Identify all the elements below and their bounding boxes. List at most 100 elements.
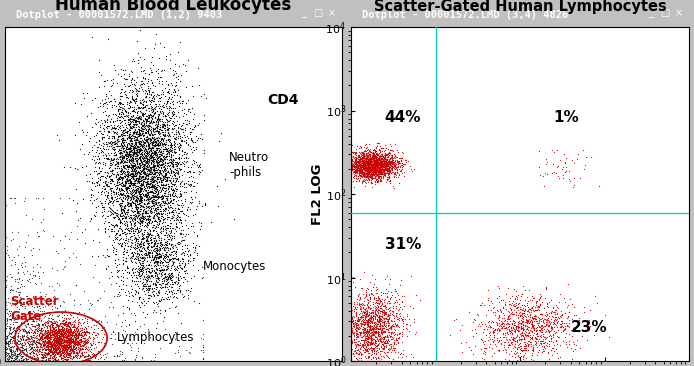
Point <box>147 257 158 262</box>
Point <box>115 86 126 92</box>
Point <box>153 145 164 151</box>
Point <box>384 325 396 331</box>
Point <box>149 111 160 117</box>
Point <box>126 151 137 157</box>
Point <box>82 358 93 363</box>
Point <box>361 168 372 173</box>
Point <box>547 345 558 351</box>
Point <box>177 250 188 256</box>
Point <box>153 96 164 101</box>
Point <box>357 163 368 168</box>
Point <box>68 354 79 360</box>
Point <box>142 139 153 145</box>
Point <box>135 132 146 138</box>
Point <box>72 350 83 356</box>
Point <box>354 159 365 165</box>
Point <box>41 333 52 339</box>
Point <box>550 310 561 315</box>
Point <box>346 336 357 342</box>
Point <box>142 92 153 97</box>
Point <box>153 145 164 151</box>
Point <box>151 187 162 193</box>
Point <box>155 106 167 112</box>
Point <box>31 281 42 287</box>
Point <box>23 320 34 326</box>
Point <box>82 358 93 363</box>
Point <box>154 129 165 135</box>
Point <box>33 340 44 346</box>
Point <box>350 157 362 163</box>
Point <box>9 259 20 265</box>
Point <box>363 157 374 163</box>
Point <box>15 336 26 342</box>
Point <box>352 161 363 167</box>
Point <box>515 321 526 327</box>
Point <box>352 325 363 331</box>
Point <box>7 329 18 335</box>
Point <box>174 141 185 146</box>
Point <box>54 283 65 288</box>
Point <box>160 295 171 301</box>
Point <box>162 263 173 269</box>
Point <box>124 182 135 188</box>
Point <box>16 261 27 266</box>
Point <box>380 167 391 173</box>
Point <box>18 328 29 334</box>
Point <box>143 135 154 141</box>
Point <box>386 295 397 300</box>
Point <box>383 160 394 165</box>
Point <box>5 326 16 332</box>
Point <box>168 146 179 152</box>
Point <box>126 207 137 213</box>
Point <box>163 188 174 194</box>
Point <box>355 175 366 180</box>
Point <box>373 349 384 355</box>
Point <box>192 267 203 273</box>
Point <box>172 129 183 135</box>
Point <box>354 161 365 167</box>
Point <box>480 351 491 356</box>
Point <box>141 234 152 240</box>
Point <box>144 165 155 171</box>
Point <box>126 254 137 260</box>
Point <box>351 324 362 330</box>
Point <box>384 300 395 306</box>
Point <box>346 157 357 163</box>
Point <box>348 162 359 168</box>
Point <box>28 350 40 356</box>
Point <box>4 300 15 306</box>
Point <box>367 164 378 170</box>
Point <box>53 340 64 346</box>
Point <box>135 186 146 191</box>
Point <box>535 318 546 324</box>
Point <box>130 241 141 247</box>
Point <box>378 341 389 347</box>
Point <box>137 254 148 259</box>
Point <box>491 326 502 332</box>
Point <box>158 131 169 137</box>
Point <box>158 137 169 143</box>
Point <box>350 163 362 169</box>
Point <box>391 167 403 173</box>
Point <box>137 152 148 158</box>
Point <box>132 243 143 249</box>
Point <box>143 123 154 128</box>
Point <box>363 159 374 165</box>
Point <box>75 354 86 359</box>
Point <box>370 321 381 327</box>
Point <box>366 352 377 358</box>
Point <box>378 171 389 177</box>
Point <box>353 165 364 171</box>
Point <box>156 136 167 142</box>
Point <box>178 279 189 285</box>
Point <box>176 126 187 131</box>
Point <box>55 345 66 351</box>
Point <box>58 330 69 336</box>
Point <box>12 341 24 347</box>
Point <box>167 287 178 293</box>
Point <box>353 334 364 340</box>
Point <box>355 167 366 173</box>
Point <box>521 311 532 317</box>
Point <box>149 136 160 142</box>
Point <box>115 207 126 213</box>
